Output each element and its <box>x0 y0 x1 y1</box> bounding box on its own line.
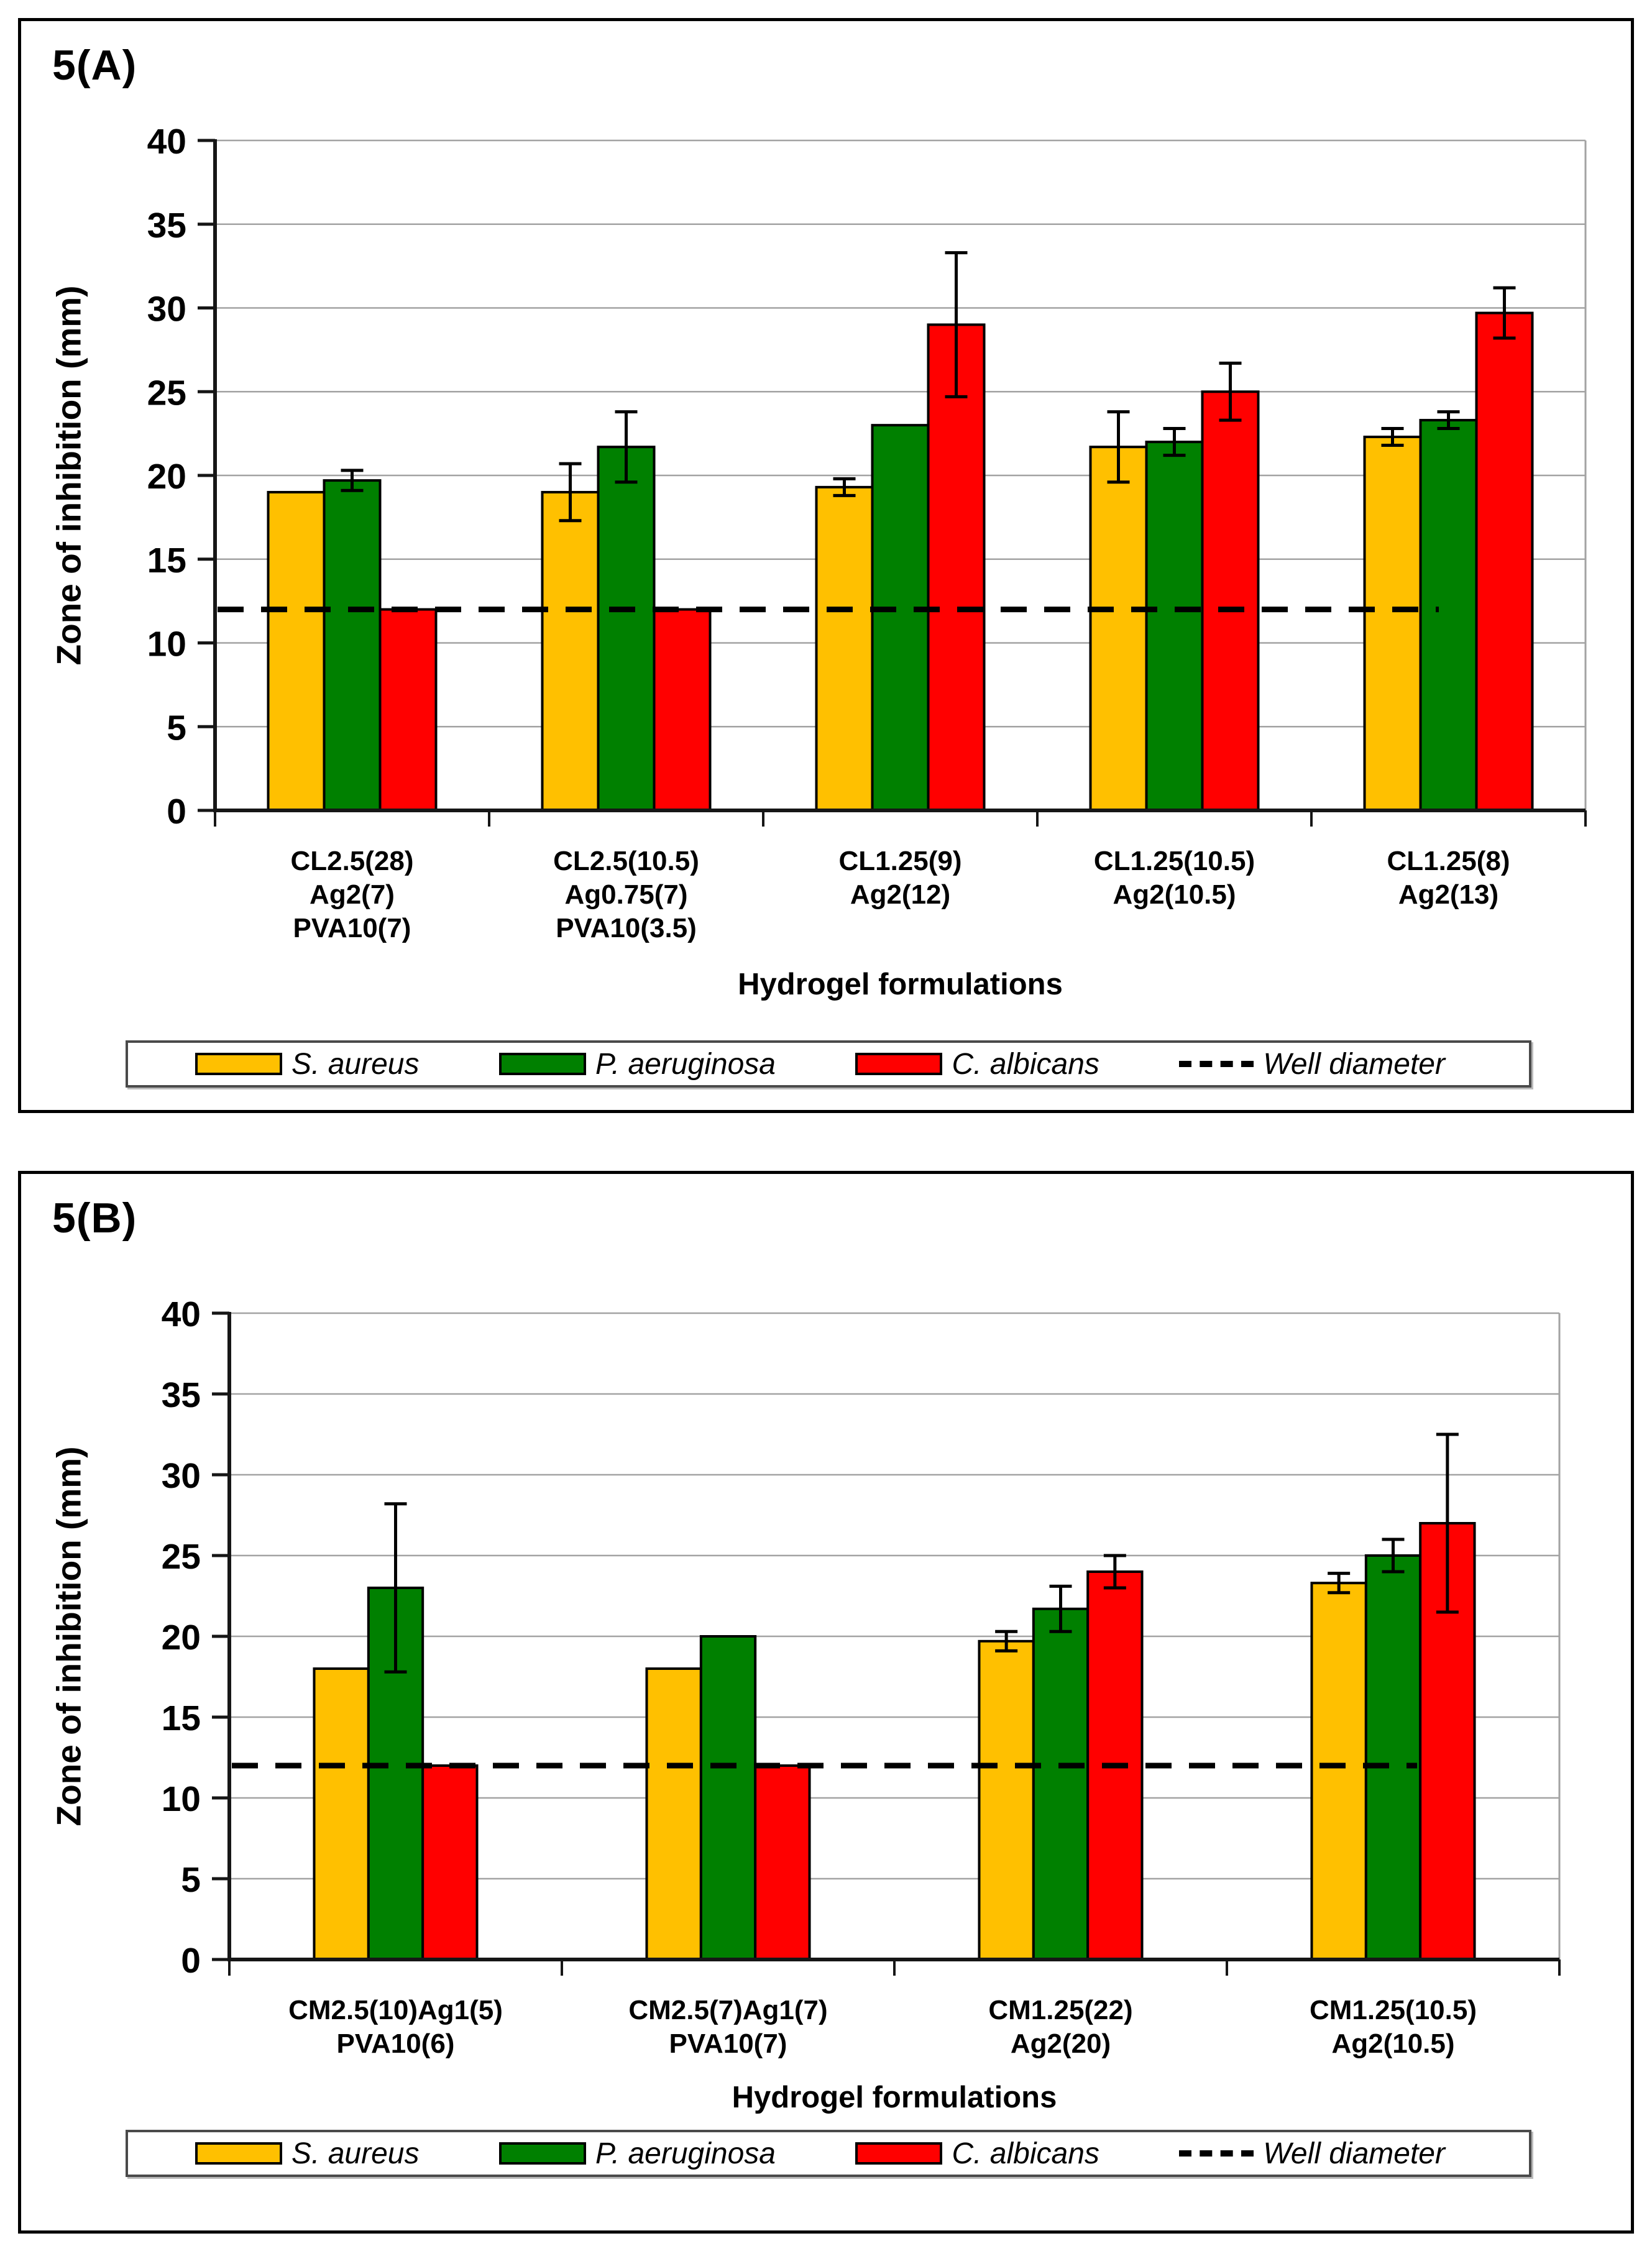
panel-5A: 5(A) Zone of inhibition (mm) 0 5 10 15 20 25 3… <box>18 18 1634 1113</box>
bar-c-albicans-cat1 <box>653 608 712 812</box>
panel-label-5A: 5(A) <box>52 42 137 89</box>
y-tick-label: 5 <box>181 1860 201 1900</box>
bar-p-aeruginosa-cat3 <box>1364 1554 1422 1961</box>
category-label: CL1.25(10.5) Ag2(10.5) <box>1094 846 1255 910</box>
category-label: CL1.25(8) Ag2(13) <box>1387 846 1510 910</box>
y-tick-label: 10 <box>147 625 186 664</box>
category-label: CL1.25(9) Ag2(12) <box>838 846 961 910</box>
bar-c-albicans-cat1 <box>754 1764 811 1961</box>
panel-5B: 5(B) Zone of inhibition (mm) 0 5 10 15 20 25 3… <box>18 1171 1634 2234</box>
legend-label: S. aureus <box>291 2137 420 2170</box>
c-albicans-swatch-icon <box>855 2142 943 2165</box>
s-aureus-swatch-icon <box>195 2142 282 2165</box>
legend-label: C. albicans <box>952 2137 1099 2170</box>
y-tick-label: 30 <box>147 290 186 329</box>
legend-item-well-diameter: Well diameter <box>1179 2137 1445 2171</box>
legend-label: Well diameter <box>1263 2137 1445 2170</box>
category-label: CM1.25(10.5) Ag2(10.5) <box>1310 1995 1477 2059</box>
y-tick-label: 30 <box>162 1456 201 1496</box>
legend-label: P. aeruginosa <box>595 2137 776 2170</box>
panel-label-5B: 5(B) <box>52 1194 137 1242</box>
s-aureus-swatch-icon <box>195 1053 282 1075</box>
y-tick-label: 0 <box>167 792 186 832</box>
category-label: CL2.5(10.5) Ag0.75(7) PVA10(3.5) <box>553 846 699 943</box>
category-label: CM2.5(7)Ag1(7) PVA10(7) <box>628 1995 827 2059</box>
y-tick-label: 0 <box>181 1941 201 1981</box>
bar-p-aeruginosa-cat2 <box>1032 1607 1090 1961</box>
bar-chart-5B: 0 5 10 15 20 25 30 35 40 CM2.5(10)Ag1(5) PVA10(6) C… <box>162 1295 1561 2059</box>
y-tick-label: 20 <box>147 457 186 497</box>
x-axis-title: Hydrogel formulations <box>738 968 1063 1001</box>
bar-p-aeruginosa-cat4 <box>1419 419 1478 812</box>
legend-item-p-aeruginosa: P. aeruginosa <box>498 2137 776 2171</box>
bar-s-aureus-cat3 <box>1089 446 1148 812</box>
y-tick-label: 20 <box>162 1618 201 1657</box>
bar-c-albicans-cat0 <box>421 1764 479 1961</box>
bar-s-aureus-cat0 <box>267 490 326 812</box>
bar-s-aureus-cat2 <box>815 485 874 812</box>
y-tick-label: 25 <box>162 1537 201 1577</box>
legend-item-c-albicans: C. albicans <box>855 1047 1099 1081</box>
legend-item-well-diameter: Well diameter <box>1179 1047 1445 1081</box>
bar-c-albicans-cat3 <box>1201 390 1260 812</box>
bar-p-aeruginosa-cat2 <box>871 424 930 812</box>
dashed-line-swatch-icon <box>1179 2150 1254 2157</box>
y-tick-label: 15 <box>147 541 186 580</box>
category-label: CM1.25(22) Ag2(20) <box>988 1995 1132 2059</box>
legend-label: C. albicans <box>952 1047 1099 1081</box>
bar-c-albicans-cat0 <box>379 608 438 812</box>
legend-label: S. aureus <box>291 1047 420 1081</box>
bar-chart-5A: 0 5 10 15 20 25 30 35 40 CL2.5(28) Ag2(7) PVA10(7) C… <box>147 122 1587 943</box>
legend-item-s-aureus: S. aureus <box>195 1047 419 1081</box>
bar-p-aeruginosa-cat1 <box>699 1635 757 1961</box>
p-aeruginosa-swatch-icon <box>498 1053 586 1075</box>
legend-label: Well diameter <box>1263 1047 1445 1081</box>
bar-s-aureus-cat0 <box>313 1667 370 1961</box>
legend-5B: S. aureus P. aeruginosa C. albicans Well… <box>126 2130 1531 2177</box>
bar-s-aureus-cat1 <box>645 1667 702 1961</box>
y-tick-label: 15 <box>162 1698 201 1738</box>
bar-s-aureus-cat3 <box>1310 1582 1367 1961</box>
bar-s-aureus-cat2 <box>978 1639 1035 1961</box>
legend-item-c-albicans: C. albicans <box>855 2137 1099 2171</box>
category-label: CM2.5(10)Ag1(5) PVA10(6) <box>288 1995 503 2059</box>
y-tick-label: 35 <box>162 1375 201 1415</box>
bar-p-aeruginosa-cat0 <box>323 479 382 812</box>
legend-5A: S. aureus P. aeruginosa C. albicans Well… <box>126 1040 1531 1088</box>
y-tick-label: 35 <box>147 206 186 245</box>
y-tick-label: 40 <box>162 1295 201 1334</box>
y-tick-label: 10 <box>162 1779 201 1819</box>
legend-item-s-aureus: S. aureus <box>195 2137 419 2171</box>
bar-p-aeruginosa-cat1 <box>597 446 656 812</box>
y-tick-label: 5 <box>167 708 186 748</box>
legend-item-p-aeruginosa: P. aeruginosa <box>498 1047 776 1081</box>
legend-label: P. aeruginosa <box>595 1047 776 1081</box>
y-tick-label: 25 <box>147 373 186 413</box>
p-aeruginosa-swatch-icon <box>498 2142 586 2165</box>
bar-c-albicans-cat4 <box>1475 311 1534 812</box>
dashed-line-swatch-icon <box>1179 1061 1254 1067</box>
y-tick-label: 40 <box>147 122 186 162</box>
x-axis-title: Hydrogel formulations <box>732 2081 1057 2114</box>
c-albicans-swatch-icon <box>855 1053 943 1075</box>
bar-s-aureus-cat1 <box>541 490 600 812</box>
bar-p-aeruginosa-cat3 <box>1145 441 1204 812</box>
category-label: CL2.5(28) Ag2(7) PVA10(7) <box>290 846 413 943</box>
bar-s-aureus-cat4 <box>1363 436 1422 812</box>
